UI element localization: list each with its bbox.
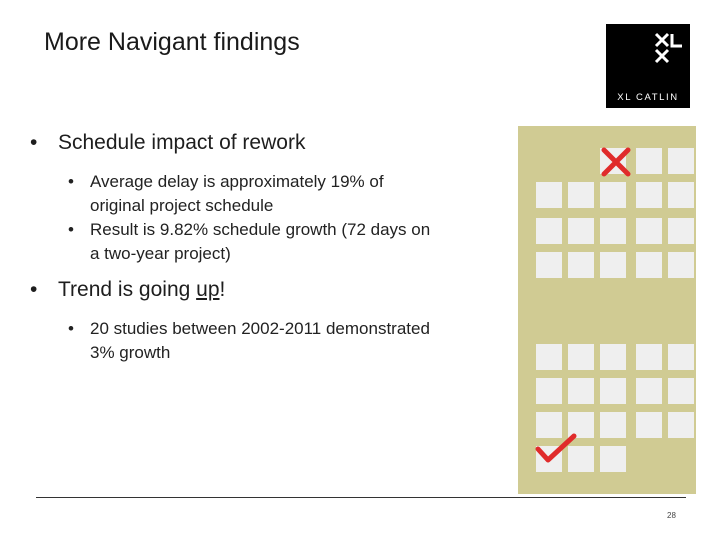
sub-bullet-studies: • 20 studies between 2002-2011 demonstra…	[66, 317, 510, 365]
bullet-dot: •	[68, 319, 74, 338]
xl-catlin-logo: XL CATLIN	[606, 24, 690, 108]
calendar-day-cell	[668, 182, 694, 208]
calendar-day-cell	[568, 218, 594, 244]
calendar-day-cell	[636, 378, 662, 404]
calendar-day-cell	[636, 252, 662, 278]
bullet-dot: •	[68, 172, 74, 191]
xl-mark-icon	[654, 32, 682, 64]
calendar-day-cell	[568, 446, 594, 472]
calendar-day-cell	[668, 252, 694, 278]
sub-bullet-line: a two-year project)	[90, 244, 231, 263]
slide-title: More Navigant findings	[44, 28, 300, 56]
bullet-schedule-impact: • Schedule impact of rework	[30, 130, 510, 156]
calendar-day-cell	[568, 252, 594, 278]
calendar-day-cell	[600, 182, 626, 208]
calendar-illustration	[518, 126, 696, 494]
calendar-day-cell	[568, 378, 594, 404]
calendar-day-cell	[636, 148, 662, 174]
calendar-day-cell	[536, 218, 562, 244]
page-number: 28	[667, 511, 676, 520]
calendar-day-cell	[600, 344, 626, 370]
calendar-day-cell	[636, 412, 662, 438]
calendar-day-cell	[568, 344, 594, 370]
sub-bullet-line: 20 studies between 2002-2011 demonstrate…	[90, 319, 430, 338]
bullet-text: Schedule impact of rework	[58, 131, 306, 154]
calendar-day-cell	[668, 344, 694, 370]
calendar-day-cell	[536, 182, 562, 208]
bullet-text-underlined: up	[196, 278, 220, 301]
calendar-day-cell	[568, 412, 594, 438]
bullet-dot: •	[30, 131, 38, 154]
calendar-cells	[536, 148, 694, 472]
bullet-dot: •	[68, 220, 74, 239]
calendar-day-cell	[600, 446, 626, 472]
footer-divider	[36, 497, 686, 498]
calendar-day-cell	[668, 412, 694, 438]
calendar-day-cell	[536, 378, 562, 404]
calendar-day-cell	[668, 378, 694, 404]
sub-bullet-line: original project schedule	[90, 196, 274, 215]
calendar-day-cell	[600, 252, 626, 278]
sub-bullet-result: • Result is 9.82% schedule growth (72 da…	[66, 218, 510, 266]
calendar-background	[518, 126, 696, 494]
slide-content: • Schedule impact of rework • Average de…	[30, 130, 510, 365]
calendar-day-cell	[600, 218, 626, 244]
calendar-day-cell	[636, 344, 662, 370]
sub-bullet-line: 3% growth	[90, 343, 171, 362]
calendar-day-cell	[668, 148, 694, 174]
calendar-day-cell	[536, 344, 562, 370]
calendar-day-cell	[668, 218, 694, 244]
calendar-day-cell	[636, 182, 662, 208]
sub-bullet-line: Average delay is approximately 19% of	[90, 172, 384, 191]
logo-text: XL CATLIN	[617, 92, 679, 103]
calendar-day-cell	[536, 412, 562, 438]
calendar-day-cell	[600, 378, 626, 404]
red-x-icon	[601, 147, 631, 177]
bullet-text-after: !	[219, 278, 226, 301]
red-check-icon	[535, 433, 577, 463]
sub-bullet-line: Result is 9.82% schedule growth (72 days…	[90, 220, 431, 239]
calendar-day-cell	[536, 252, 562, 278]
sub-bullet-average-delay: • Average delay is approximately 19% of …	[66, 170, 510, 218]
calendar-day-cell	[600, 412, 626, 438]
calendar-day-cell	[568, 182, 594, 208]
bullet-text-before: Trend is going	[58, 278, 197, 301]
calendar-day-cell	[636, 218, 662, 244]
bullet-trend: • Trend is going up!	[30, 277, 510, 303]
bullet-dot: •	[30, 278, 38, 301]
